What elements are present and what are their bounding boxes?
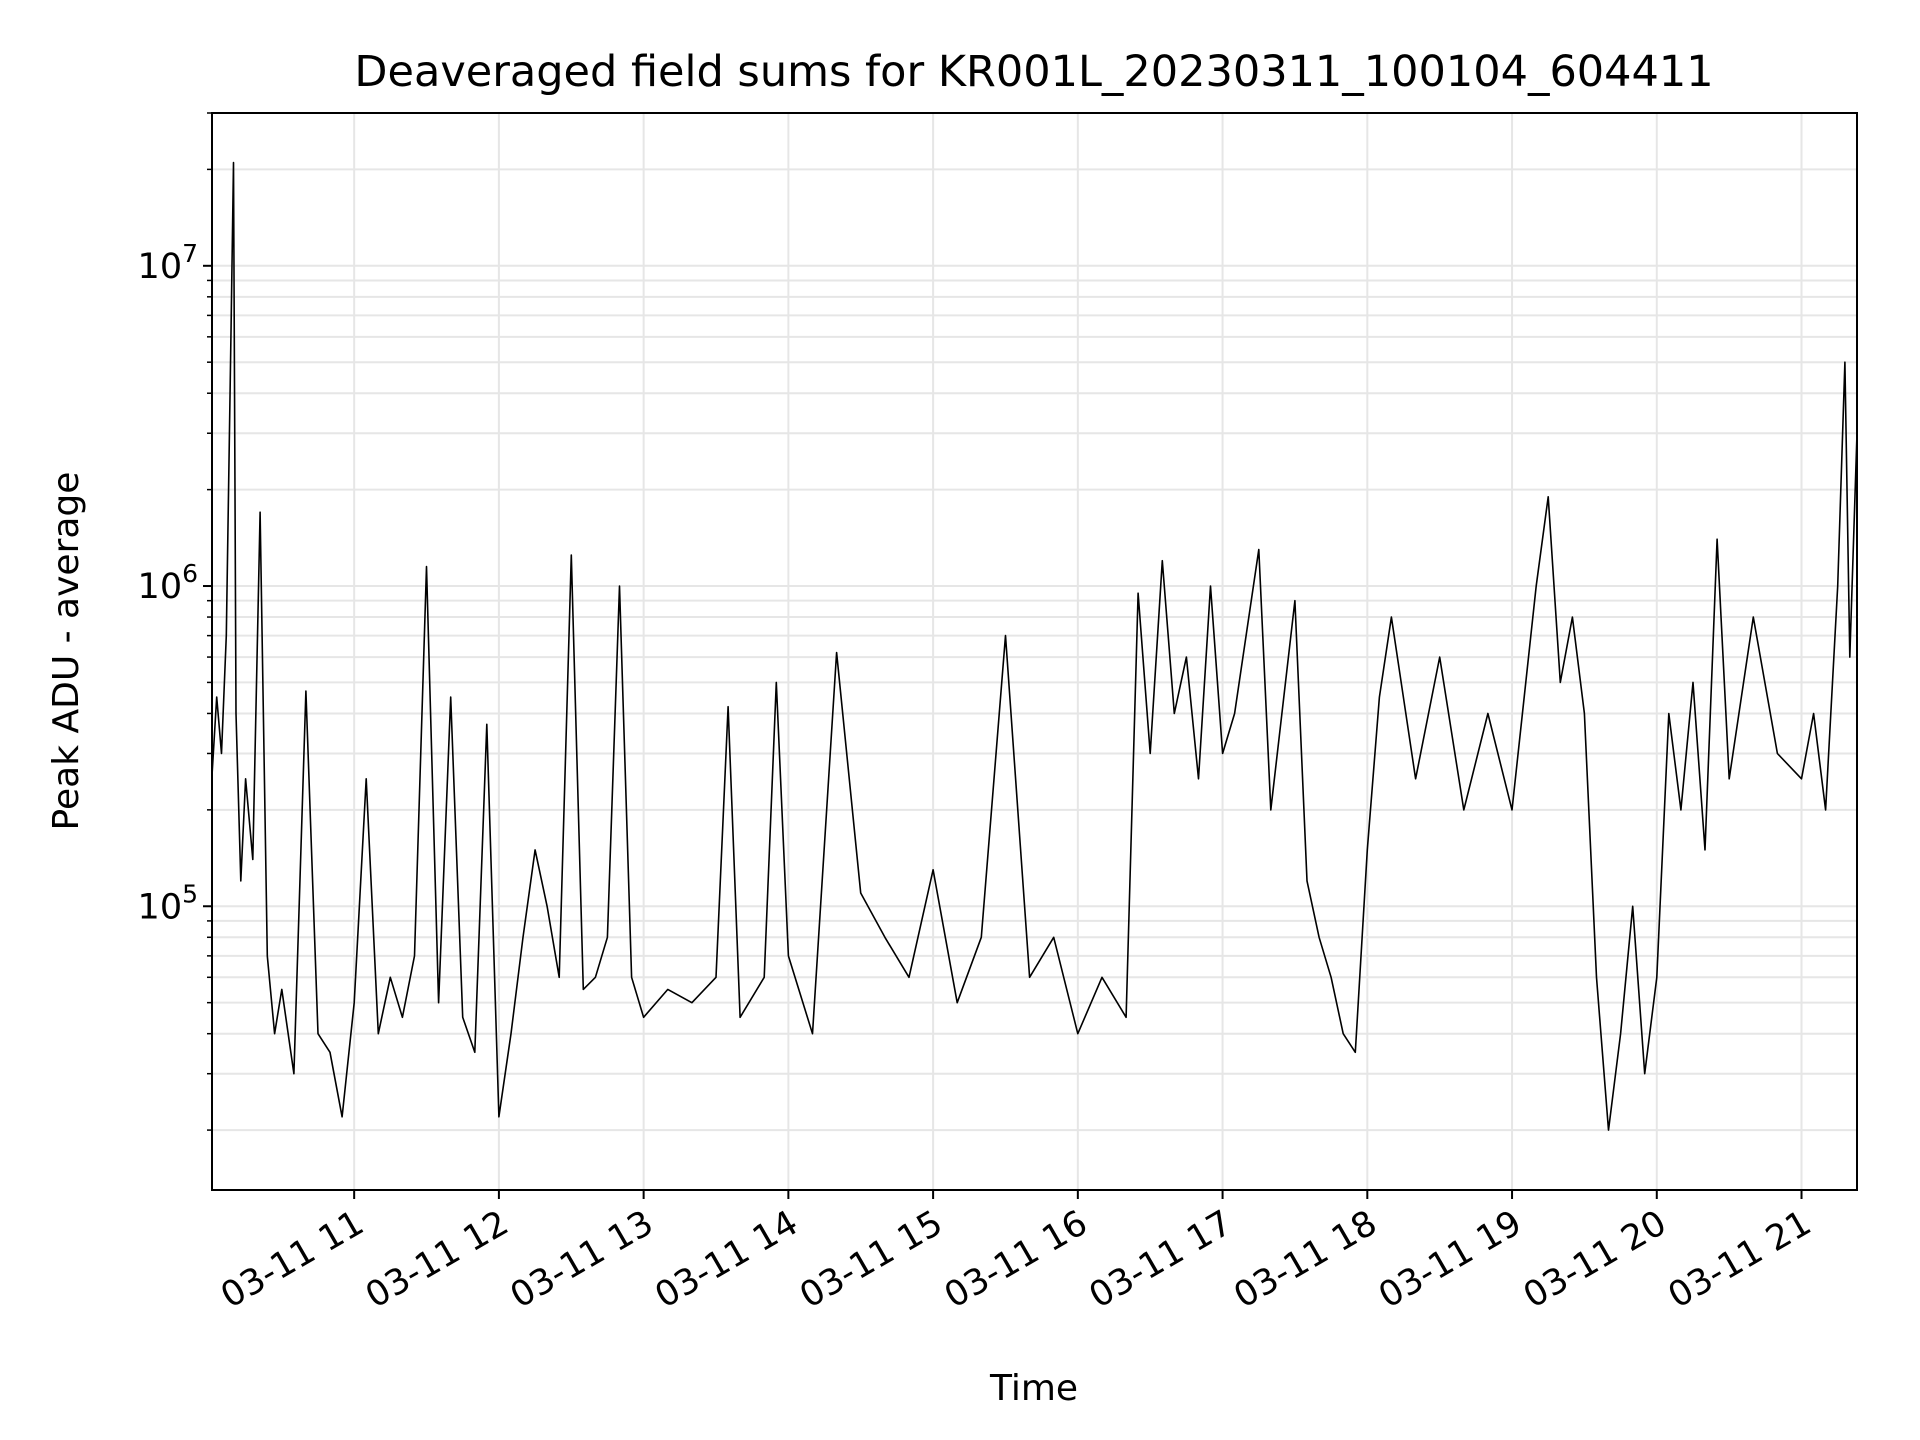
y-tick-label: 105 (138, 879, 198, 927)
y-tick-labels: 105 106 107 (138, 239, 198, 927)
chart-title: Deaveraged field sums for KR001L_2023031… (354, 47, 1713, 97)
y-tick-label: 106 (138, 559, 198, 607)
axis-ticks (203, 112, 1803, 1199)
y-tick-label: 107 (138, 239, 198, 287)
x-axis-label: Time (989, 1368, 1078, 1409)
series-line (211, 161, 1858, 1131)
grid (212, 112, 1857, 1190)
series-layer (211, 161, 1858, 1131)
y-axis-label: Peak ADU - average (46, 472, 87, 831)
plot-frame (211, 112, 1858, 1191)
